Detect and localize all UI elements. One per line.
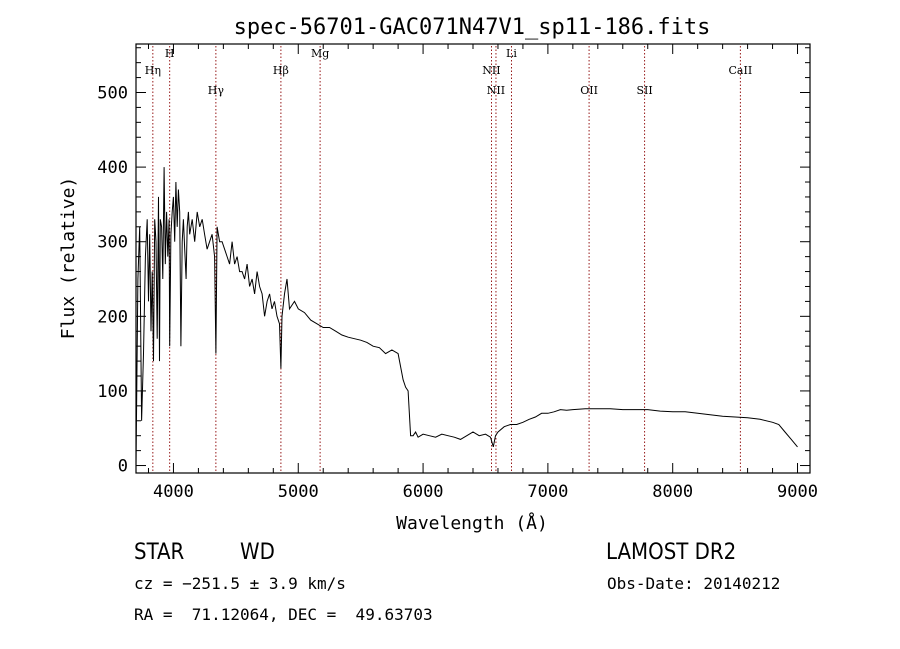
spectral-line-label: NII xyxy=(487,84,505,97)
x-tick-label: 5000 xyxy=(278,482,319,502)
x-tick-label: 6000 xyxy=(403,482,444,502)
object-class: STAR xyxy=(134,540,185,565)
spectral-line-label: Li xyxy=(506,47,517,60)
axis-ticks xyxy=(136,44,810,473)
spectral-line-label: SII xyxy=(637,84,653,97)
spectral-line-label: Hγ xyxy=(208,84,225,97)
spectral-line-label: H xyxy=(165,47,175,60)
spectral-line-label: OII xyxy=(580,84,598,97)
spectral-line-label: Hβ xyxy=(273,64,289,77)
observation-date: Obs-Date: 20140212 xyxy=(607,574,781,593)
y-tick-label: 300 xyxy=(97,233,128,253)
x-tick-label: 9000 xyxy=(777,482,818,502)
coordinates-readout: RA = 71.12064, DEC = 49.63703 xyxy=(134,605,433,624)
x-tick-label: 8000 xyxy=(652,482,693,502)
chart-title: spec-56701-GAC071N47V1_sp11-186.fits xyxy=(234,15,711,40)
object-subclass: WD xyxy=(240,540,275,565)
line-markers: Hη H Hγ Hβ Mg NII NII Li OII SII CaII xyxy=(145,46,752,473)
y-tick-label: 500 xyxy=(97,83,128,103)
redshift-readout: cz = −251.5 ± 3.9 km/s xyxy=(134,574,346,593)
plot-area: Hη H Hγ Hβ Mg NII NII Li OII SII CaII xyxy=(135,43,811,474)
spectrum-line xyxy=(135,167,798,466)
spectral-line-label: NII xyxy=(482,64,500,77)
y-tick-label: 0 xyxy=(118,457,128,477)
y-tick-label: 200 xyxy=(97,307,128,327)
y-tick-labels: 0 100 200 300 400 500 xyxy=(97,83,128,476)
spectral-line-label: Hη xyxy=(145,64,161,77)
y-axis-label: Flux (relative) xyxy=(58,177,79,340)
x-tick-label: 7000 xyxy=(527,482,568,502)
y-tick-label: 100 xyxy=(97,382,128,402)
y-tick-label: 400 xyxy=(97,158,128,178)
x-axis-label: Wavelength (Å) xyxy=(396,512,548,534)
spectral-line-label: Mg xyxy=(311,47,329,60)
survey-name: LAMOST DR2 xyxy=(606,540,737,565)
x-tick-label: 4000 xyxy=(153,482,194,502)
spectral-line-label: CaII xyxy=(729,64,753,77)
x-tick-labels: 4000 5000 6000 7000 8000 9000 xyxy=(153,482,818,502)
